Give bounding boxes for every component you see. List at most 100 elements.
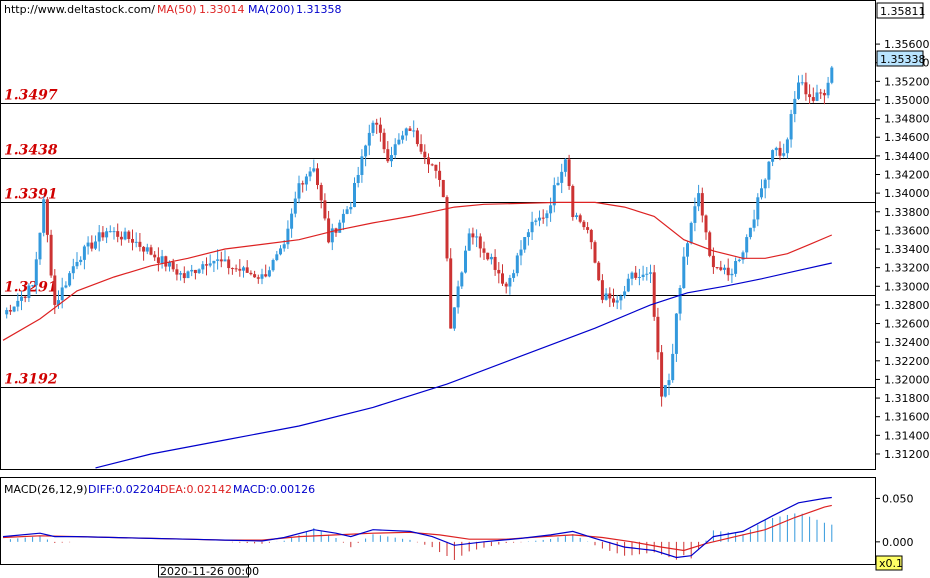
price-tick-label: 1.35200 xyxy=(884,75,930,88)
candle-body xyxy=(375,122,379,125)
candle-body xyxy=(623,291,627,296)
candle-body xyxy=(475,236,479,238)
zoom-label[interactable]: x0.1 xyxy=(879,557,903,570)
candle-body xyxy=(134,241,138,243)
candle-body xyxy=(386,149,390,162)
candle-body xyxy=(8,310,12,312)
candle-body xyxy=(508,277,512,287)
macd-histogram-value: MACD:0.00126 xyxy=(233,483,315,496)
candle-body xyxy=(567,159,571,187)
candle-body xyxy=(412,130,416,132)
candle-body xyxy=(737,259,741,262)
candle-body xyxy=(604,293,608,300)
candle-body xyxy=(637,276,641,278)
candle-body xyxy=(238,268,242,271)
price-tick-label: 1.31200 xyxy=(884,448,930,461)
candle-body xyxy=(582,221,586,228)
candle-body xyxy=(230,268,234,270)
candle-body xyxy=(515,255,519,274)
candle-body xyxy=(563,159,567,172)
candle-body xyxy=(571,186,575,218)
candle-body xyxy=(57,300,60,305)
candle-body xyxy=(486,252,490,260)
candle-body xyxy=(464,250,467,273)
price-tick-label: 1.32200 xyxy=(884,355,930,368)
site-url[interactable]: http://www.deltastock.com/ xyxy=(4,3,155,16)
candle-body xyxy=(182,273,186,279)
candle-body xyxy=(545,213,549,219)
candle-body xyxy=(42,199,46,233)
candle-body xyxy=(371,122,375,133)
candle-body xyxy=(785,139,789,154)
candle-body xyxy=(112,231,116,233)
candle-body xyxy=(493,256,497,270)
price-tick-label: 1.32800 xyxy=(884,299,930,312)
candle-body xyxy=(597,262,601,281)
candle-body xyxy=(778,147,782,156)
candle-body xyxy=(593,242,597,263)
candle-body xyxy=(534,220,538,222)
candle-body xyxy=(316,168,319,186)
price-level-label: 1.3391 xyxy=(4,187,58,203)
candle-body xyxy=(49,234,53,276)
candle-body xyxy=(612,298,615,303)
candle-body xyxy=(656,316,660,353)
price-level-label: 1.3438 xyxy=(4,143,58,159)
candle-body xyxy=(260,274,264,279)
candle-body xyxy=(501,273,504,284)
candle-body xyxy=(123,231,127,240)
candle-body xyxy=(253,274,257,278)
candle-body xyxy=(290,213,294,229)
candle-body xyxy=(249,272,253,275)
candle-body xyxy=(734,261,738,274)
zoom-box[interactable] xyxy=(875,555,903,571)
candle-body xyxy=(763,179,767,189)
candle-body xyxy=(452,307,456,329)
price-tick-label: 1.31800 xyxy=(884,392,930,405)
candle-body xyxy=(197,269,201,274)
candle-body xyxy=(127,231,131,239)
candle-body xyxy=(367,132,371,146)
candle-body xyxy=(319,185,323,201)
candle-body xyxy=(504,283,508,287)
price-tick-label: 1.35000 xyxy=(884,94,930,107)
ma50-label: MA(50) xyxy=(157,3,197,16)
candle-body xyxy=(64,285,68,288)
top-price-box xyxy=(876,2,924,19)
candle-body xyxy=(356,174,360,183)
candle-body xyxy=(438,170,442,180)
candle-body xyxy=(689,222,693,244)
price-tick-label: 1.34600 xyxy=(884,131,930,144)
current-price-label: 1.35338 xyxy=(880,53,926,66)
candle-body xyxy=(830,67,834,83)
candle-body xyxy=(227,259,231,269)
candle-body xyxy=(460,272,464,287)
candle-body xyxy=(119,236,123,240)
macd-dea-value: DEA:0.02142 xyxy=(160,483,232,496)
candle-body xyxy=(815,92,819,101)
candle-body xyxy=(364,145,368,157)
candle-body xyxy=(512,273,516,278)
candle-body xyxy=(700,193,704,216)
candle-body xyxy=(286,228,290,245)
candle-body xyxy=(797,82,800,99)
candle-body xyxy=(645,273,649,275)
candle-body xyxy=(541,217,545,219)
candle-body xyxy=(160,256,164,264)
candle-body xyxy=(682,256,686,288)
candle-body xyxy=(800,82,804,84)
candle-body xyxy=(641,274,645,277)
candle-body xyxy=(53,275,57,305)
candle-body xyxy=(338,222,342,233)
candle-body xyxy=(408,128,412,131)
candle-body xyxy=(615,300,619,303)
candle-body xyxy=(20,296,23,301)
candle-body xyxy=(390,155,393,162)
candle-body xyxy=(708,232,712,256)
main-plot-area xyxy=(0,0,876,470)
candle-body xyxy=(793,98,797,115)
candle-body xyxy=(341,213,345,223)
candle-body xyxy=(101,232,105,238)
candle-body xyxy=(267,270,271,277)
